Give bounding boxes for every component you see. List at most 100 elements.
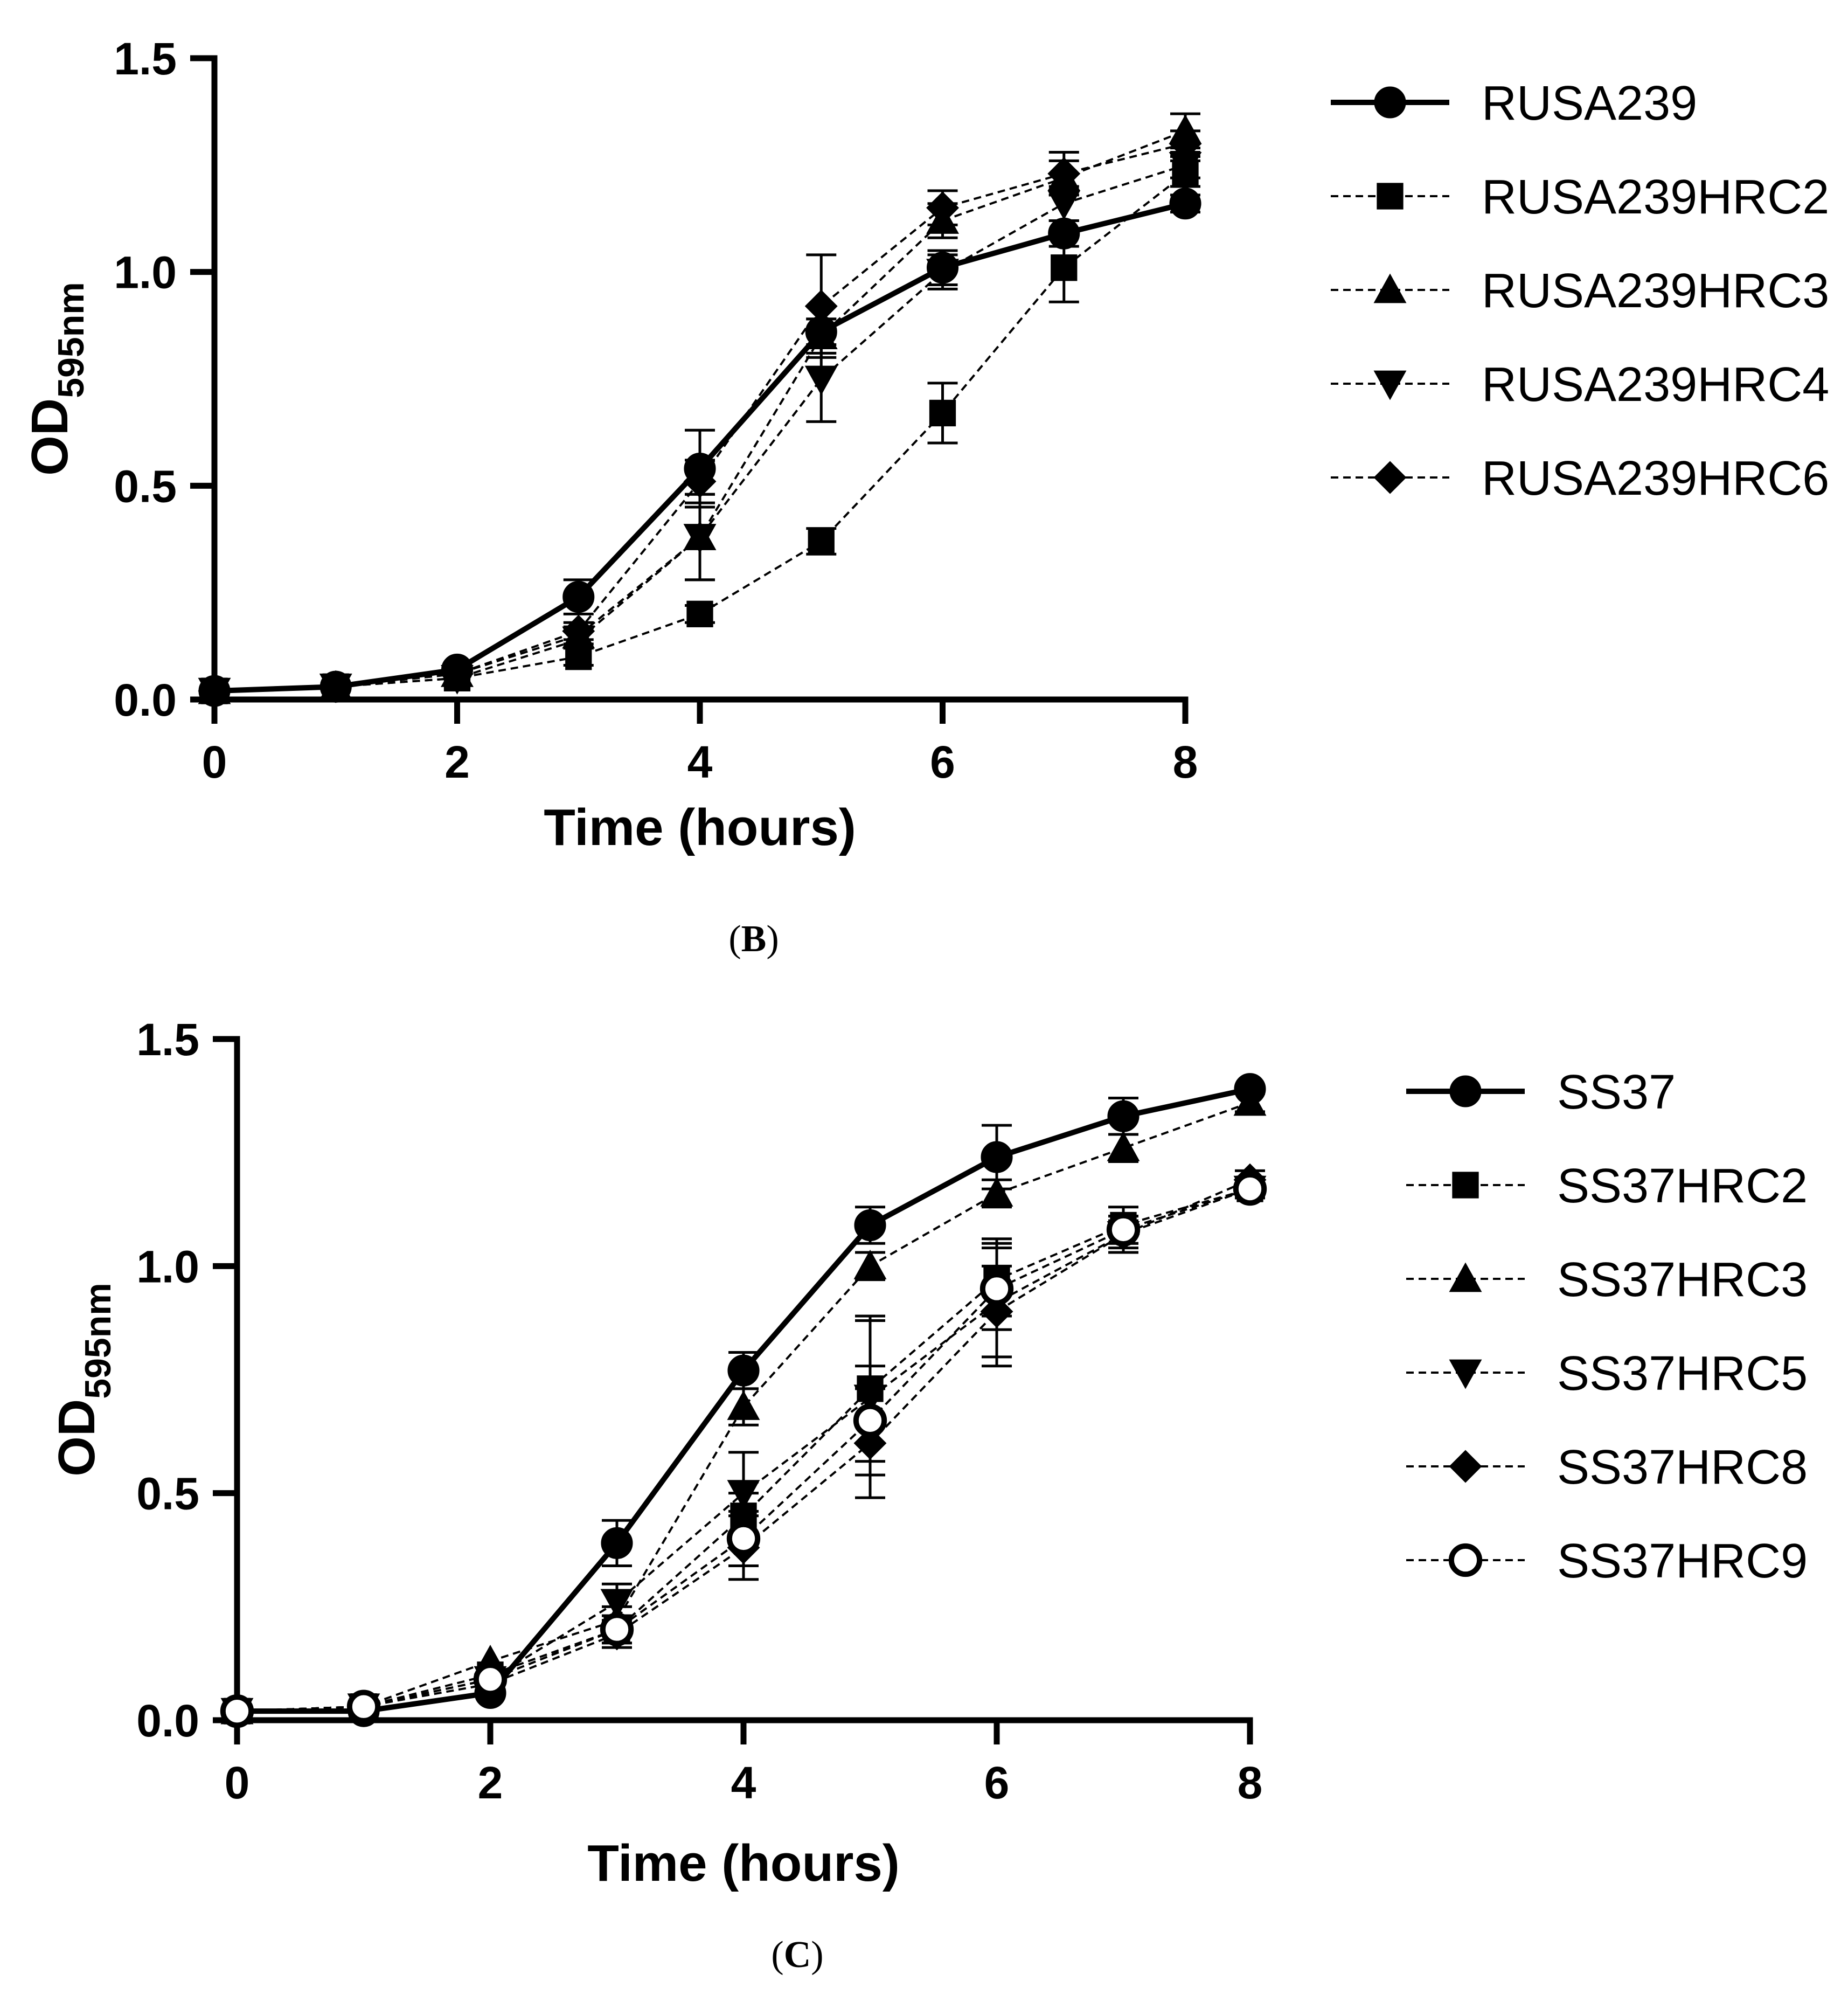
chart-panel-B: 0 2 4 6 8 0.0 0.5 1.0 1.5 Time (hours) OD595nm RUSA… (21, 33, 1829, 960)
data-point (1051, 254, 1078, 281)
legend-label: SS37HRC8 (1557, 1441, 1808, 1494)
y-axis-title: OD595nm (48, 1283, 119, 1476)
data-point (1169, 188, 1201, 220)
y-tick-label: 0.0 (114, 675, 177, 725)
data-point (683, 465, 717, 498)
data-point (1233, 1172, 1267, 1206)
legend-item: SS37 (1406, 1065, 1676, 1119)
data-point (198, 674, 231, 708)
x-tick-label: 0 (202, 737, 227, 787)
legend-marker (1449, 1075, 1482, 1107)
data-point (441, 657, 474, 690)
data-point (1047, 157, 1081, 190)
legend-label: RUSA239 (1482, 77, 1697, 130)
legend-marker (1373, 273, 1407, 303)
data-point (601, 1527, 633, 1559)
legend-label: RUSA239HRC3 (1482, 264, 1829, 318)
legend-item: SS37HRC5 (1406, 1347, 1808, 1401)
data-point (1169, 127, 1202, 161)
data-point (854, 1209, 886, 1242)
legend-label: SS37HRC2 (1557, 1159, 1808, 1213)
x-tick-label: 6 (984, 1757, 1010, 1808)
legend-marker (1449, 1262, 1482, 1292)
y-tick-label: 1.5 (136, 1014, 199, 1065)
data-point (346, 1689, 381, 1723)
legend-label: RUSA239HRC6 (1482, 452, 1829, 506)
data-point (1233, 1086, 1267, 1116)
data-point (804, 289, 838, 323)
x-tick-label: 8 (1238, 1757, 1263, 1808)
x-axis-title: Time (hours) (587, 1834, 900, 1892)
panel-label: (B) (728, 918, 779, 960)
data-point (1169, 151, 1202, 182)
data-point (980, 1177, 1013, 1207)
y-axis-title-main: OD (21, 398, 79, 476)
series-SS37HRC5 (220, 1175, 1267, 1728)
data-point (727, 1354, 760, 1387)
data-point (319, 670, 352, 703)
data-point (683, 524, 717, 553)
legend-marker (1452, 1172, 1479, 1199)
panel-label-open: ( (728, 918, 741, 960)
data-point (600, 1612, 634, 1646)
panel-label-open: ( (771, 1934, 783, 1976)
panel-label-letter: B (741, 918, 767, 960)
y-tick-label: 1.5 (114, 33, 177, 84)
legend-item: SS37HRC9 (1406, 1534, 1808, 1588)
legend-item: RUSA239HRC4 (1331, 358, 1829, 412)
x-axis-title: Time (hours) (544, 799, 856, 856)
data-point (220, 1694, 254, 1728)
data-point (804, 365, 838, 396)
data-point (1106, 1213, 1141, 1247)
legend-marker (1373, 370, 1407, 400)
data-point (926, 191, 959, 225)
data-point (808, 528, 835, 555)
legend-marker (1377, 183, 1404, 210)
series-line (237, 1179, 1250, 1713)
panel-label: (C) (771, 1934, 823, 1976)
series-RUSA239HRC6 (198, 127, 1202, 708)
series-SS37HRC9 (220, 1172, 1267, 1728)
series-line (237, 1188, 1250, 1713)
series-line (214, 164, 1186, 693)
data-point (926, 259, 959, 289)
data-point (929, 399, 956, 427)
x-tick-label: 0 (225, 1757, 250, 1808)
legend-item: RUSA239HRC2 (1331, 170, 1829, 224)
legend-item: SS37HRC2 (1406, 1159, 1808, 1213)
x-tick-label: 4 (687, 737, 713, 787)
panel-label-letter: C (784, 1934, 811, 1976)
series-SS37HRC3 (220, 1086, 1267, 1725)
y-tick-label: 0.0 (136, 1695, 199, 1746)
legend-marker (1449, 1450, 1482, 1483)
data-point (1107, 1131, 1140, 1161)
y-axis-title-main: OD (48, 1399, 106, 1477)
data-point (1107, 1100, 1140, 1132)
legend-marker (1448, 1543, 1483, 1577)
y-axis-title: OD595nm (21, 282, 92, 475)
data-point (1047, 190, 1081, 220)
data-point (726, 1521, 761, 1556)
legend-item: RUSA239 (1331, 77, 1697, 130)
legend-label: SS37HRC5 (1557, 1347, 1808, 1401)
legend-label: RUSA239HRC2 (1482, 170, 1829, 224)
data-point (981, 1141, 1013, 1173)
legend-label: SS37HRC3 (1557, 1253, 1808, 1307)
data-point (979, 1272, 1014, 1306)
legend-marker (1374, 86, 1406, 119)
series-line (237, 1188, 1250, 1713)
data-point (727, 1480, 760, 1510)
series-SS37HRC8 (220, 1163, 1267, 1728)
legend-label: RUSA239HRC4 (1482, 358, 1829, 412)
x-tick-label: 8 (1173, 737, 1198, 787)
legend-marker (1449, 1359, 1482, 1389)
data-point (562, 614, 595, 648)
x-tick-label: 6 (930, 737, 955, 787)
series-line (237, 1188, 1250, 1713)
legend-label: SS37HRC9 (1557, 1534, 1808, 1588)
panel-label-close: ) (766, 918, 779, 960)
panel-label-close: ) (811, 1934, 823, 1976)
series-SS37HRC2 (224, 1175, 1265, 1725)
legend-marker (1373, 461, 1407, 494)
